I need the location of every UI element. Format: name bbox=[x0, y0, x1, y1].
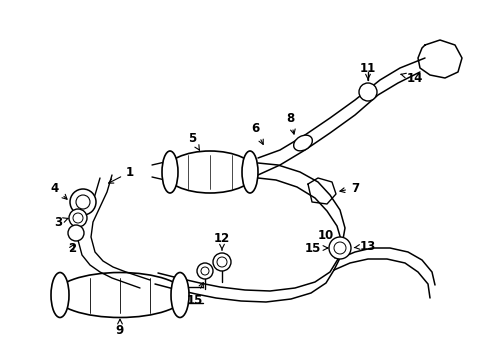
Text: 15: 15 bbox=[304, 242, 327, 255]
Ellipse shape bbox=[162, 151, 178, 193]
Circle shape bbox=[68, 225, 84, 241]
Text: 9: 9 bbox=[116, 319, 124, 337]
Text: 12: 12 bbox=[213, 231, 230, 250]
Circle shape bbox=[70, 189, 96, 215]
Text: 1: 1 bbox=[108, 166, 134, 183]
Ellipse shape bbox=[293, 135, 312, 151]
Text: 15: 15 bbox=[186, 283, 203, 306]
Text: 8: 8 bbox=[285, 112, 295, 134]
Text: 11: 11 bbox=[359, 62, 375, 80]
Text: 5: 5 bbox=[187, 131, 199, 150]
Circle shape bbox=[358, 83, 376, 101]
Ellipse shape bbox=[55, 273, 184, 318]
Circle shape bbox=[76, 195, 90, 209]
Circle shape bbox=[73, 213, 83, 223]
Ellipse shape bbox=[242, 151, 258, 193]
Circle shape bbox=[333, 242, 346, 254]
Text: 3: 3 bbox=[54, 216, 68, 229]
Text: 6: 6 bbox=[250, 122, 263, 144]
Text: 13: 13 bbox=[353, 239, 375, 252]
Text: 4: 4 bbox=[51, 181, 67, 199]
Ellipse shape bbox=[171, 273, 189, 318]
Circle shape bbox=[217, 257, 226, 267]
Text: 10: 10 bbox=[317, 229, 333, 251]
Circle shape bbox=[69, 209, 87, 227]
Text: 7: 7 bbox=[339, 181, 358, 194]
Text: 2: 2 bbox=[68, 242, 76, 255]
Ellipse shape bbox=[51, 273, 69, 318]
Text: 14: 14 bbox=[400, 72, 422, 85]
Circle shape bbox=[201, 267, 208, 275]
Circle shape bbox=[213, 253, 230, 271]
Circle shape bbox=[328, 237, 350, 259]
Circle shape bbox=[197, 263, 213, 279]
Ellipse shape bbox=[164, 151, 254, 193]
